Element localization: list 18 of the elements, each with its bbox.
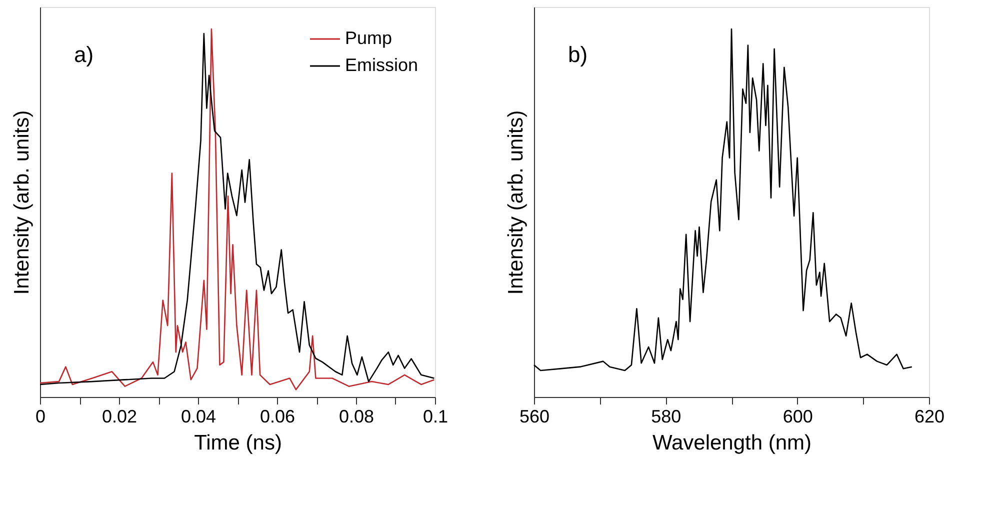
x-axis-title: Time (ns) bbox=[194, 432, 282, 454]
x-tick-label: 0.06 bbox=[260, 406, 296, 426]
x-tick-label: 0.08 bbox=[338, 406, 374, 426]
legend-label: Pump bbox=[345, 28, 392, 48]
x-tick-label: 0.1 bbox=[422, 406, 448, 426]
x-tick-label: 560 bbox=[519, 406, 550, 426]
x-tick-label: 0.02 bbox=[102, 406, 138, 426]
annotation: b) bbox=[568, 42, 588, 67]
y-axis-title: Intensity (arb. units) bbox=[504, 110, 528, 295]
y-axis-title: Intensity (arb. units) bbox=[10, 110, 34, 295]
x-tick-label: 620 bbox=[914, 406, 945, 426]
x-tick-label: 0.04 bbox=[180, 406, 216, 426]
x-tick-label: 580 bbox=[651, 406, 682, 426]
annotation: a) bbox=[74, 42, 94, 67]
x-tick-label: 600 bbox=[782, 406, 813, 426]
legend-label: Emission bbox=[345, 55, 418, 75]
x-axis-title: Wavelength (nm) bbox=[652, 432, 812, 454]
x-tick-label: 0 bbox=[35, 406, 46, 426]
